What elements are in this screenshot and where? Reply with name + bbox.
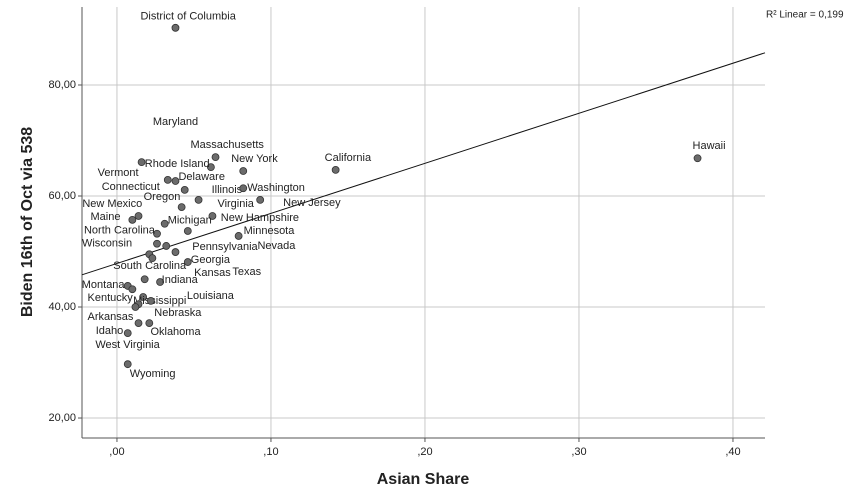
point-label: North Carolina [84, 225, 156, 237]
point [177, 203, 186, 211]
point [206, 163, 215, 172]
point-label: Kansas [194, 267, 231, 279]
point [162, 242, 171, 250]
point-label: Texas [232, 266, 261, 278]
point-label: Maine [91, 211, 121, 223]
point-label: Vermont [98, 167, 139, 179]
point-label: New Hampshire [221, 212, 299, 224]
point-label: New Mexico [82, 198, 142, 210]
point [140, 275, 149, 284]
point-label: Indiana [162, 274, 199, 286]
point [171, 177, 180, 185]
point [183, 227, 192, 235]
point-label: Pennsylvania [192, 241, 258, 253]
y-tick-label: 60,00 [48, 190, 76, 202]
point-label: Rhode Island [145, 158, 210, 170]
point [256, 195, 265, 204]
point [194, 195, 203, 204]
point [211, 153, 220, 162]
point [123, 360, 132, 369]
point [134, 212, 143, 220]
point [171, 248, 180, 256]
point-label: Nebraska [154, 307, 202, 319]
point [137, 158, 146, 167]
point-label: Maryland [153, 116, 198, 128]
point-label: Montana [82, 279, 126, 291]
x-tick-label: ,10 [263, 446, 278, 458]
point-label: Kentucky [88, 292, 134, 304]
point [131, 303, 140, 311]
point-label: Oklahoma [150, 326, 201, 338]
y-tick-label: 80,00 [48, 79, 76, 91]
point-label: Virginia [217, 198, 254, 210]
point [180, 185, 189, 194]
point-label: Idaho [96, 325, 124, 337]
fit-line [81, 52, 766, 276]
point [239, 184, 248, 193]
point [239, 167, 248, 175]
y-tick-label: 20,00 [48, 412, 76, 424]
point-label: New York [231, 153, 278, 165]
point [693, 154, 702, 163]
x-axis-title: Asian Share [377, 471, 470, 488]
point-label: Wisconsin [82, 238, 132, 250]
point-label: Nevada [257, 240, 296, 252]
point-label: Washington [247, 182, 305, 194]
point-label: Georgia [191, 254, 231, 266]
point-label: Michigan [168, 215, 212, 227]
point [171, 23, 180, 32]
point [156, 278, 164, 286]
point [183, 258, 192, 266]
point [148, 254, 157, 263]
y-tick-label: 40,00 [48, 301, 76, 313]
point-label: Hawaii [693, 140, 726, 152]
point-label: Delaware [178, 171, 224, 183]
point [160, 219, 169, 228]
r2-annotation: R² Linear = 0,199 [766, 10, 844, 21]
point-label: Connecticut [102, 181, 160, 193]
point-label: California [325, 152, 372, 164]
point [128, 285, 137, 294]
point-label: Oregon [144, 191, 181, 203]
point [128, 215, 137, 224]
point-label: West Virginia [95, 339, 160, 351]
point-label: New Jersey [283, 197, 341, 209]
x-tick-label: ,00 [109, 446, 124, 458]
x-tick-label: ,40 [725, 446, 740, 458]
point [331, 166, 340, 174]
y-axis-title: Biden 16th of Oct via 538 [19, 127, 36, 317]
point-label: South Carolina [113, 260, 187, 272]
point [139, 293, 148, 301]
point [153, 239, 161, 248]
x-tick-label: ,30 [571, 446, 586, 458]
point [153, 229, 161, 238]
point-label: Massachusetts [191, 139, 265, 151]
point [145, 319, 154, 328]
point [234, 232, 243, 240]
point-label: Arkansas [88, 311, 134, 323]
point-label: Wyoming [130, 368, 176, 380]
point [146, 297, 155, 305]
point [163, 175, 172, 184]
point [134, 319, 143, 328]
point-label: Louisiana [187, 290, 235, 302]
point-label: District of Columbia [140, 11, 236, 23]
point-label: Mississippi [133, 295, 186, 307]
point-label: Illinois [212, 184, 243, 196]
point [123, 329, 132, 337]
point [208, 212, 217, 220]
x-tick-label: ,20 [417, 446, 432, 458]
point-label: Minnesota [244, 225, 296, 237]
